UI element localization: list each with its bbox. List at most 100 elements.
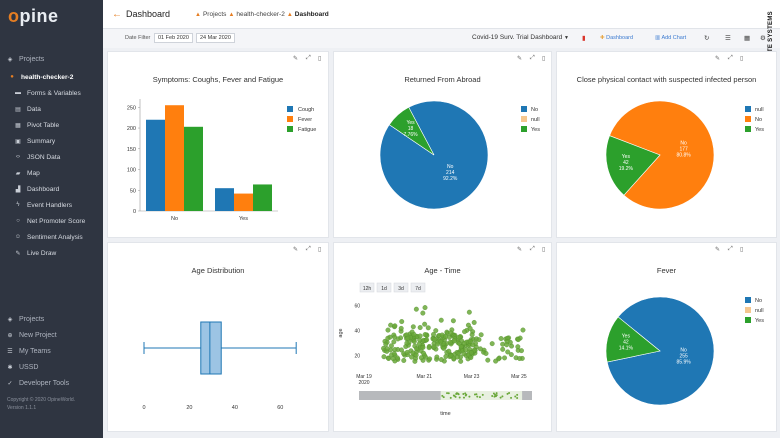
bottom-item-ussd[interactable]: ✱ USSD (7, 363, 39, 371)
x-tick-label: 0 (142, 405, 145, 411)
slider-point (478, 396, 481, 399)
bar-fatigue (184, 126, 203, 211)
new-project-icon: ⊕ (7, 332, 13, 339)
bottom-item-projects[interactable]: ◈ Projects (7, 315, 45, 323)
scatter-point (468, 350, 474, 356)
delete-icon[interactable]: ▯ (542, 56, 546, 62)
scatter-point (502, 355, 508, 361)
scatter-point (381, 354, 387, 360)
edit-icon[interactable]: ✎ (517, 247, 523, 253)
scatter-point (466, 309, 472, 315)
breadcrumb-projects[interactable]: Projects (202, 11, 227, 18)
scatter-point (469, 332, 475, 338)
card-fever: ✎ ⤢ ▯ Fever No 255 85.9% Yes 42 14.1% No null Ye… (556, 242, 777, 432)
edit-icon[interactable]: ✎ (293, 247, 299, 253)
scatter-point (391, 351, 397, 357)
card-age-distribution: ✎ ⤢ ▯ Age Distribution 0 20 40 60 (107, 242, 329, 432)
sidebar-item-summary[interactable]: ▣ Summary (15, 137, 56, 145)
back-arrow-icon[interactable]: ← (112, 9, 122, 20)
expand-icon[interactable]: ⤢ (728, 55, 733, 61)
sidebar-item-dashboard[interactable]: ▟ Dashboard (15, 185, 60, 193)
chart-title: Close physical contact with suspected in… (576, 75, 757, 84)
sidebar-item-nps[interactable]: ○ Net Promoter Score (0, 213, 103, 229)
bar-fever (165, 105, 184, 211)
edit-icon[interactable]: ✎ (715, 247, 721, 253)
sidebar-item-livedraw[interactable]: ✎ Live Draw (15, 249, 57, 257)
slice-value: 18 (408, 126, 414, 132)
dashboard-select[interactable]: Covid-19 Surv. Trial Dashboard ▼ (472, 34, 569, 41)
slice-label: No (680, 348, 687, 354)
breadcrumb-project[interactable]: health-checker-2 (236, 11, 285, 18)
sidebar-projects-header[interactable]: ◈ Projects (7, 55, 45, 63)
add-chart-button[interactable]: ▥ Add Chart (655, 35, 687, 41)
x-tick-label: 20 (186, 405, 192, 411)
slider-point (495, 392, 498, 395)
scatter-point (405, 335, 411, 341)
scatter-point (485, 357, 491, 363)
scatter-point (392, 347, 398, 353)
delete-icon[interactable]: ▯ (740, 56, 744, 62)
edit-icon[interactable]: ✎ (517, 56, 523, 62)
expand-icon[interactable]: ⤢ (306, 246, 311, 252)
sidebar-item-json[interactable]: ‹› JSON Data (16, 153, 61, 161)
slider-point (481, 393, 484, 396)
expand-icon[interactable]: ⤢ (530, 246, 535, 252)
scatter-point (417, 333, 423, 339)
sidebar-item-data[interactable]: ▤ Data (15, 105, 41, 113)
sidebar-item-pivot[interactable]: ▦ Pivot Table (15, 121, 60, 129)
range-button-7d (410, 282, 426, 293)
refresh-icon[interactable]: ↻ (704, 35, 710, 42)
projects-icon: ◈ (7, 316, 13, 323)
scatter-point (456, 334, 462, 340)
list-view-icon[interactable]: ☰ (725, 35, 731, 42)
expand-icon[interactable]: ⤢ (530, 55, 535, 61)
date-to-input[interactable]: 24 Mar 2020 (196, 33, 235, 43)
scatter-point (458, 358, 464, 364)
sidebar-item-events[interactable]: ϟ Event Handlers (0, 197, 103, 213)
delete-icon[interactable]: ▯ (542, 247, 546, 253)
sidebar-item-sentiment[interactable]: ☺ Sentiment Analysis (14, 233, 83, 241)
slice-value: 177 (679, 146, 688, 152)
legend-swatch (521, 116, 527, 122)
slice-percent: 80.8% (677, 152, 692, 158)
delete-icon[interactable]: ▯ (740, 247, 744, 253)
slider-point (464, 394, 467, 397)
legend-label: Yes (755, 127, 764, 133)
opine-logo[interactable]: opine (8, 6, 59, 26)
pen-icon: ✎ (15, 250, 21, 257)
bottom-item-new-project[interactable]: ⊕ New Project (7, 331, 57, 339)
trash-icon[interactable]: ▮ (582, 35, 586, 42)
expand-icon[interactable]: ⤢ (306, 55, 311, 61)
grid-view-icon[interactable]: ▦ (744, 35, 751, 42)
delete-icon[interactable]: ▯ (318, 56, 322, 62)
bottom-item-devtools[interactable]: ✓ Developer Tools (7, 379, 70, 387)
sidebar-item-map[interactable]: ▰ Map (15, 169, 40, 177)
expand-icon[interactable]: ⤢ (728, 246, 733, 252)
scatter-point (413, 306, 419, 312)
settings-icon[interactable]: ⚙ (760, 35, 766, 42)
sidebar-project[interactable]: ● health-checker-2 (0, 69, 103, 85)
breadcrumb-dashboard: Dashboard (294, 11, 329, 18)
add-dashboard-button[interactable]: ✚ Dashboard (600, 35, 634, 41)
scatter-point (483, 351, 489, 356)
legend-label: null (755, 308, 764, 314)
slider-point (501, 395, 504, 398)
edit-icon[interactable]: ✎ (293, 56, 299, 62)
slice-percent: 19.2% (619, 166, 634, 172)
legend-swatch (521, 106, 527, 112)
edit-icon[interactable]: ✎ (715, 56, 721, 62)
scatter-point (404, 349, 410, 355)
bottom-item-teams[interactable]: ☰ My Teams (7, 347, 51, 355)
pie-slice-yes (388, 106, 435, 156)
delete-icon[interactable]: ▯ (318, 247, 322, 253)
sidebar-bottom: ◈ Projects ⊕ New Project ☰ My Teams ✱ USSD ✓… (0, 311, 103, 391)
folder-icon: ▲ (195, 11, 201, 18)
slice-percent: 85.9% (677, 360, 692, 366)
scatter-point (417, 325, 423, 331)
box-iqr (200, 321, 222, 375)
slider-point (514, 395, 517, 398)
date-from-input[interactable]: 01 Feb 2020 (154, 33, 193, 43)
sidebar-item-forms[interactable]: ▬ Forms & Variables (15, 89, 81, 97)
